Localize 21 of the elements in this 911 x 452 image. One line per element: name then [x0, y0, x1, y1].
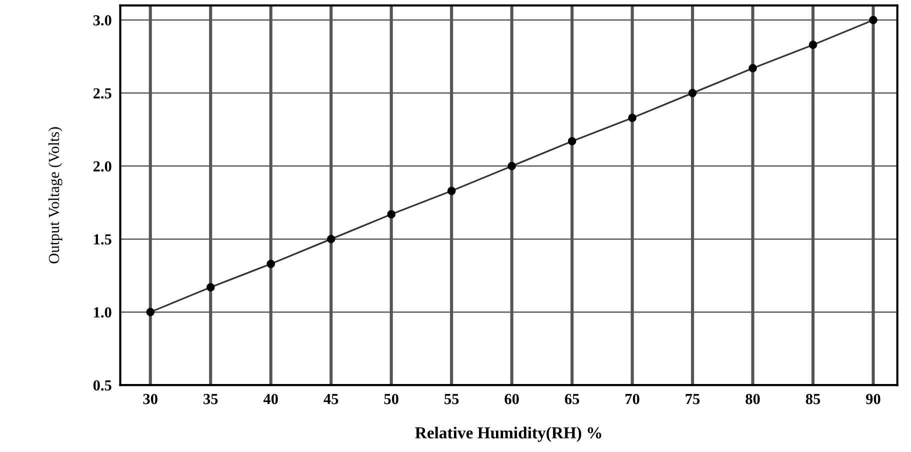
y-tick-label: 2.5 — [93, 88, 112, 99]
x-tick-label: 70 — [626, 394, 640, 404]
x-tick-label: 55 — [444, 394, 459, 404]
y-tick-label: 1.5 — [94, 234, 112, 245]
y-tick-label: 1.0 — [94, 307, 112, 318]
x-tick-label: 35 — [204, 394, 218, 404]
x-tick-label: 90 — [866, 394, 880, 404]
x-tick-label: 50 — [384, 394, 398, 404]
y-axis-title: Output Voltage (Volts) — [48, 127, 62, 264]
y-tick-label: 2.0 — [93, 161, 112, 172]
y-tick-label: 3.0 — [93, 15, 112, 26]
x-tick-label: 75 — [686, 394, 700, 404]
x-tick-label: 45 — [324, 394, 338, 404]
x-tick-label: 85 — [806, 394, 820, 404]
x-tick-label: 60 — [504, 394, 519, 404]
y-tick-label: 0.5 — [93, 380, 112, 391]
x-tick-label: 80 — [746, 394, 760, 404]
x-tick-label: 65 — [564, 394, 580, 404]
x-tick-label: 30 — [143, 394, 158, 404]
x-axis-title: Relative Humidity(RH) % — [415, 426, 602, 442]
x-tick-label: 40 — [263, 394, 278, 404]
